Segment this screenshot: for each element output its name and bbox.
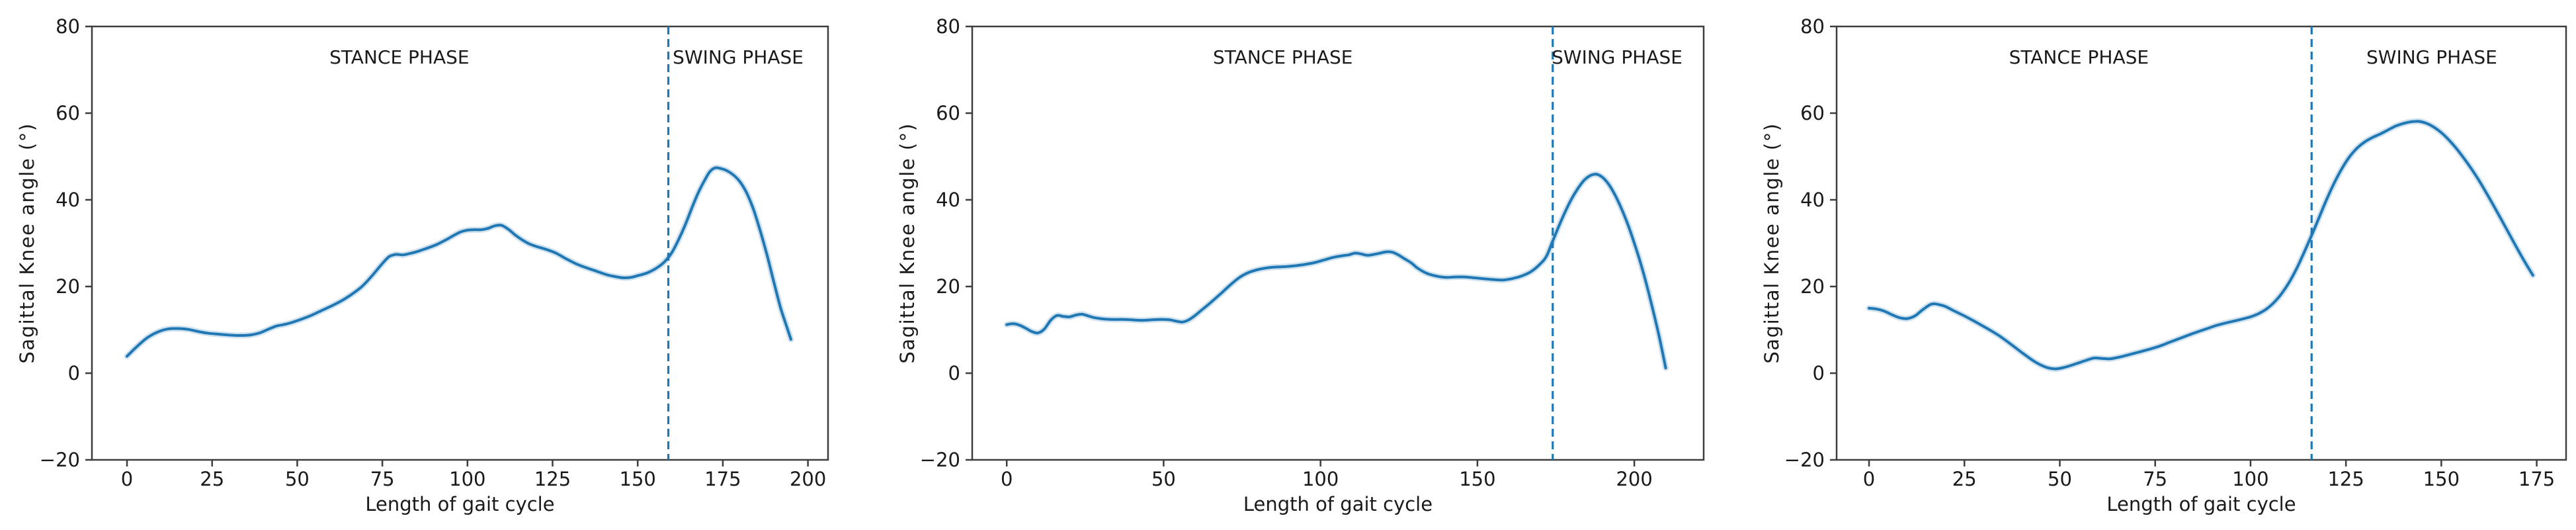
- stance-phase-annotation: STANCE PHASE: [329, 46, 470, 68]
- y-axis-tick-label: 60: [936, 102, 960, 124]
- x-axis-tick-label: 0: [1001, 468, 1013, 490]
- y-axis-tick-label: 40: [936, 189, 960, 211]
- x-axis-label: Length of gait cycle: [365, 493, 554, 515]
- y-axis-label: Sagittal Knee angle (°): [896, 122, 919, 363]
- y-axis-tick-label: 0: [948, 362, 960, 384]
- y-axis-tick-label: 0: [68, 362, 80, 384]
- y-axis-tick-label: 80: [56, 15, 80, 38]
- x-axis-label: Length of gait cycle: [1243, 493, 1433, 515]
- x-axis-tick-label: 25: [200, 468, 224, 490]
- swing-phase-annotation: SWING PHASE: [673, 46, 804, 68]
- x-axis-tick-label: 125: [2327, 468, 2364, 490]
- swing-phase-annotation: SWING PHASE: [1552, 46, 1683, 68]
- plot-area: [1835, 25, 2567, 461]
- y-axis-label: Sagittal Knee angle (°): [16, 122, 38, 363]
- y-axis-tick-label: 20: [1800, 275, 1825, 298]
- y-axis-label: Sagittal Knee angle (°): [1761, 122, 1783, 363]
- x-axis-tick-label: 50: [285, 468, 310, 490]
- knee-angle-curve: [1868, 120, 2534, 371]
- knee-angle-chart-3: 0 25 50 75 100 125 150 175 −20 0 20 40 60 80 Length of…: [1761, 15, 2567, 515]
- y-axis-tick-label: 60: [56, 102, 80, 124]
- x-axis-tick-label: 125: [534, 468, 571, 490]
- x-axis-label: Length of gait cycle: [2106, 493, 2296, 515]
- x-axis-tick-label: 0: [1863, 468, 1875, 490]
- stance-phase-annotation: STANCE PHASE: [2009, 46, 2149, 68]
- y-axis-tick-label: 0: [1813, 362, 1825, 384]
- y-axis-tick-label: 20: [936, 275, 960, 298]
- x-axis-tick-label: 0: [121, 468, 133, 490]
- knee-angle-chart-1: 0 25 50 75 100 125 150 175 200 −20 0 20 40 60 80 Length…: [16, 15, 829, 515]
- y-axis-tick-label: 40: [1800, 189, 1825, 211]
- x-axis-tick-label: 150: [620, 468, 656, 490]
- swing-phase-annotation: SWING PHASE: [2366, 46, 2497, 68]
- x-axis-tick-label: 50: [2048, 468, 2072, 490]
- x-axis-tick-label: 75: [2143, 468, 2167, 490]
- stance-phase-annotation: STANCE PHASE: [1213, 46, 1353, 68]
- x-axis-tick-label: 100: [2232, 468, 2268, 490]
- x-axis-tick-label: 25: [1952, 468, 1977, 490]
- knee-angle-curve: [126, 166, 792, 358]
- y-axis-tick-label: 80: [936, 15, 960, 38]
- x-axis-tick-label: 100: [1302, 468, 1339, 490]
- y-axis-tick-label: −20: [40, 449, 80, 471]
- x-axis-tick-label: 175: [2518, 468, 2555, 490]
- knee-angle-curve: [1005, 173, 1667, 370]
- y-axis-tick-label: −20: [1784, 449, 1825, 471]
- x-axis-tick-label: 150: [2423, 468, 2460, 490]
- knee-angle-chart-2: 0 50 100 150 200 −20 0 20 40 60 80 Length of gait c…: [896, 15, 1705, 515]
- x-axis-tick-label: 200: [1616, 468, 1652, 490]
- y-axis-tick-label: 40: [56, 189, 80, 211]
- x-axis-tick-label: 175: [704, 468, 741, 490]
- plot-area: [971, 25, 1705, 461]
- y-axis-tick-label: 20: [56, 275, 80, 298]
- x-axis-tick-label: 50: [1151, 468, 1176, 490]
- x-axis-tick-label: 75: [370, 468, 395, 490]
- x-axis-tick-label: 200: [790, 468, 826, 490]
- x-axis-tick-label: 100: [449, 468, 485, 490]
- x-axis-tick-label: 150: [1459, 468, 1495, 490]
- y-axis-tick-label: −20: [920, 449, 960, 471]
- y-axis-tick-label: 80: [1800, 15, 1825, 38]
- y-axis-tick-label: 60: [1800, 102, 1825, 124]
- plot-area: [91, 25, 829, 461]
